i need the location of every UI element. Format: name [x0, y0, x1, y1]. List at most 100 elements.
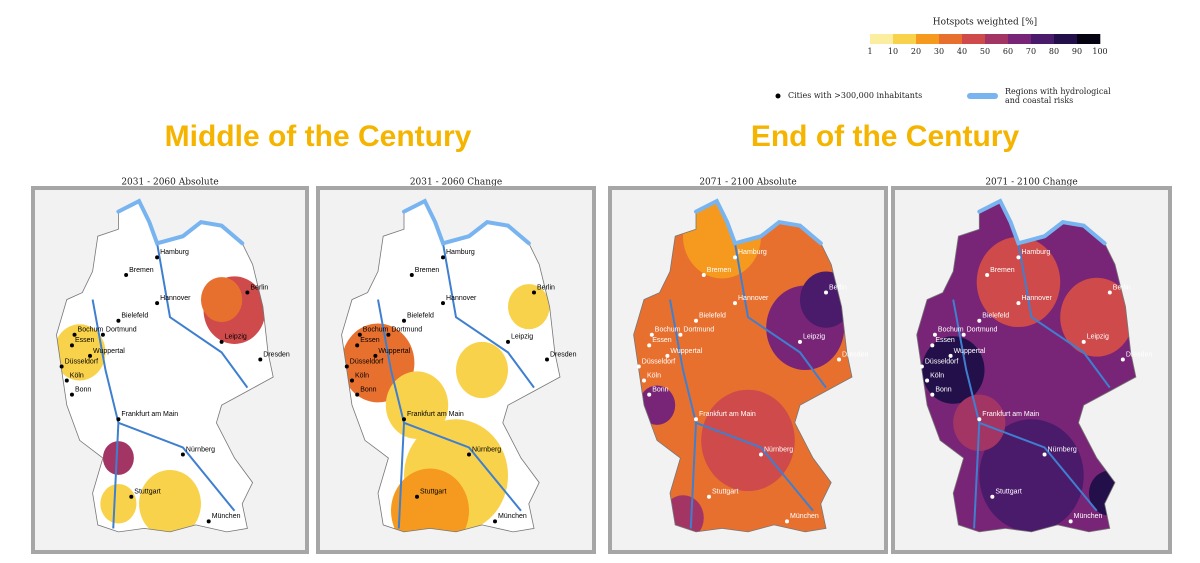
coastal-risk-region	[694, 198, 823, 246]
city-label: Stuttgart	[712, 489, 739, 496]
city-marker	[694, 318, 698, 323]
city-marker	[402, 318, 406, 323]
city-marker	[258, 357, 263, 362]
city-marker	[355, 343, 360, 348]
panel-title: 2031 - 2060 Change	[410, 178, 502, 188]
city-marker	[124, 272, 129, 277]
city-label: Dresden	[842, 351, 869, 358]
city-label: Wuppertal	[93, 348, 125, 355]
city-marker	[357, 332, 362, 337]
city-label: München	[212, 513, 241, 520]
coastal-risk-region	[402, 198, 531, 246]
city-label: Hannover	[738, 295, 769, 302]
city-label: Köln	[355, 372, 369, 379]
city-marker	[532, 290, 536, 295]
city-marker	[977, 318, 982, 323]
hotspot-area	[456, 341, 508, 399]
river	[118, 421, 236, 512]
city-marker	[350, 378, 354, 383]
city-label: Leipzig	[1087, 334, 1109, 341]
colorbar-segment	[1077, 34, 1101, 44]
hotspot-area	[385, 371, 449, 439]
river	[669, 299, 698, 529]
city-marker	[493, 519, 497, 524]
city-label: Dresden	[1126, 351, 1153, 358]
colorbar-segment	[985, 34, 1009, 44]
colorbar-tick-label: 80	[1049, 47, 1059, 56]
city-label: Dresden	[550, 351, 577, 358]
colorbar-tick-label: 50	[980, 47, 990, 56]
city-marker	[707, 494, 711, 499]
city-label: Berlin	[537, 284, 555, 291]
city-label: Köln	[70, 372, 84, 379]
region-key-label: and coastal risks	[1005, 96, 1073, 105]
city-marker	[1042, 452, 1047, 457]
coastal-risk-region	[116, 198, 245, 246]
city-label: Bielefeld	[699, 313, 726, 320]
city-marker	[415, 494, 419, 499]
city-label: Frankfurt am Main	[699, 411, 756, 418]
city-marker	[441, 301, 445, 306]
hotspot-area	[976, 236, 1061, 328]
city-label: Düsseldorf	[925, 358, 959, 365]
city-label: Essen	[652, 337, 672, 344]
city-marker	[219, 339, 224, 344]
hotspot-area	[139, 469, 201, 532]
city-label: Dortmund	[683, 327, 714, 334]
city-marker	[694, 417, 698, 422]
city-label: Dortmund	[106, 327, 137, 334]
city-label: Leipzig	[511, 334, 533, 341]
city-label: Hannover	[160, 295, 191, 302]
city-label: Bielefeld	[121, 313, 148, 320]
city-label: Bochum	[938, 327, 964, 334]
colorbar-tick-label: 10	[888, 47, 898, 56]
city-label: Frankfurt am Main	[407, 411, 464, 418]
river	[1017, 243, 1111, 389]
city-label: Leipzig	[803, 334, 825, 341]
city-label: Berlin	[829, 284, 847, 291]
city-marker	[116, 318, 121, 323]
city-marker	[977, 417, 982, 422]
city-label: Dresden	[263, 351, 290, 358]
city-label: Essen	[75, 337, 95, 344]
city-label: Nürnberg	[472, 446, 501, 453]
city-label: Köln	[930, 372, 944, 379]
colorbar-tick-label: 20	[911, 47, 921, 56]
hotspot-area	[1060, 277, 1134, 357]
panel-title: 2031 - 2060 Absolute	[121, 178, 218, 188]
city-marker	[180, 452, 185, 457]
hotspot-area	[56, 324, 106, 381]
city-marker	[373, 353, 378, 358]
city-marker	[100, 332, 105, 337]
city-label: Stuttgart	[134, 489, 161, 496]
colorbar-segment	[1031, 34, 1055, 44]
panel-title: 2071 - 2100 Absolute	[699, 178, 796, 188]
hotspot-area	[979, 419, 1084, 532]
colorbar-tick-label: 90	[1072, 47, 1082, 56]
city-marker	[545, 357, 549, 362]
city-label: Bonn	[360, 386, 376, 393]
city-marker	[647, 392, 652, 397]
city-marker	[245, 290, 250, 295]
colorbar-tick-label: 100	[1092, 47, 1107, 56]
city-marker	[59, 364, 64, 369]
legend-title: Hotspots weighted [%]	[933, 18, 1037, 28]
river	[952, 299, 981, 529]
city-label: Berlin	[250, 284, 268, 291]
city-marker	[467, 452, 471, 457]
colorbar-tick-label: 60	[1003, 47, 1013, 56]
city-label: Dortmund	[391, 327, 422, 334]
city-marker	[355, 392, 360, 397]
river	[91, 299, 120, 529]
city-marker	[1068, 519, 1073, 524]
city-label: München	[1074, 513, 1103, 520]
city-marker	[636, 364, 641, 369]
city-label: Köln	[647, 372, 661, 379]
colorbar-segment	[962, 34, 986, 44]
city-marker	[155, 301, 160, 306]
map	[341, 201, 560, 532]
city-marker	[116, 417, 121, 422]
city-label: München	[498, 513, 527, 520]
city-marker	[1016, 255, 1021, 260]
city-label: Hamburg	[738, 249, 767, 256]
